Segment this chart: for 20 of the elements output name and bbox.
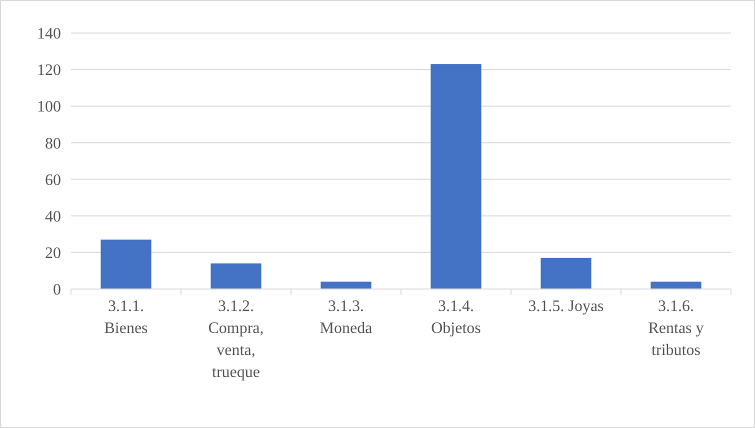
bar xyxy=(650,282,702,289)
y-tick-label: 100 xyxy=(37,98,61,116)
bar xyxy=(540,258,592,289)
y-tick-label: 80 xyxy=(45,135,61,152)
y-tick-label: 60 xyxy=(45,172,61,189)
bar xyxy=(320,282,372,289)
bar xyxy=(210,263,262,289)
x-tick-label: 3.1.2. Compra, venta, trueque xyxy=(208,298,264,381)
bar xyxy=(100,240,152,289)
x-tick-label: 3.1.1. Bienes xyxy=(104,298,148,337)
y-tick-label: 120 xyxy=(37,62,61,80)
y-tick-label: 20 xyxy=(45,245,61,262)
y-tick-label: 0 xyxy=(53,282,61,299)
x-tick-label: 3.1.3. Moneda xyxy=(320,298,372,337)
x-tick-label: 3.1.6. Rentas y tributos xyxy=(648,298,704,359)
x-tick-label: 3.1.4. Objetos xyxy=(431,298,481,337)
bar xyxy=(430,64,482,289)
y-tick-label: 140 xyxy=(37,26,61,43)
y-tick-label: 40 xyxy=(45,208,61,226)
x-tick-label: 3.1.5. Joyas xyxy=(528,298,604,315)
